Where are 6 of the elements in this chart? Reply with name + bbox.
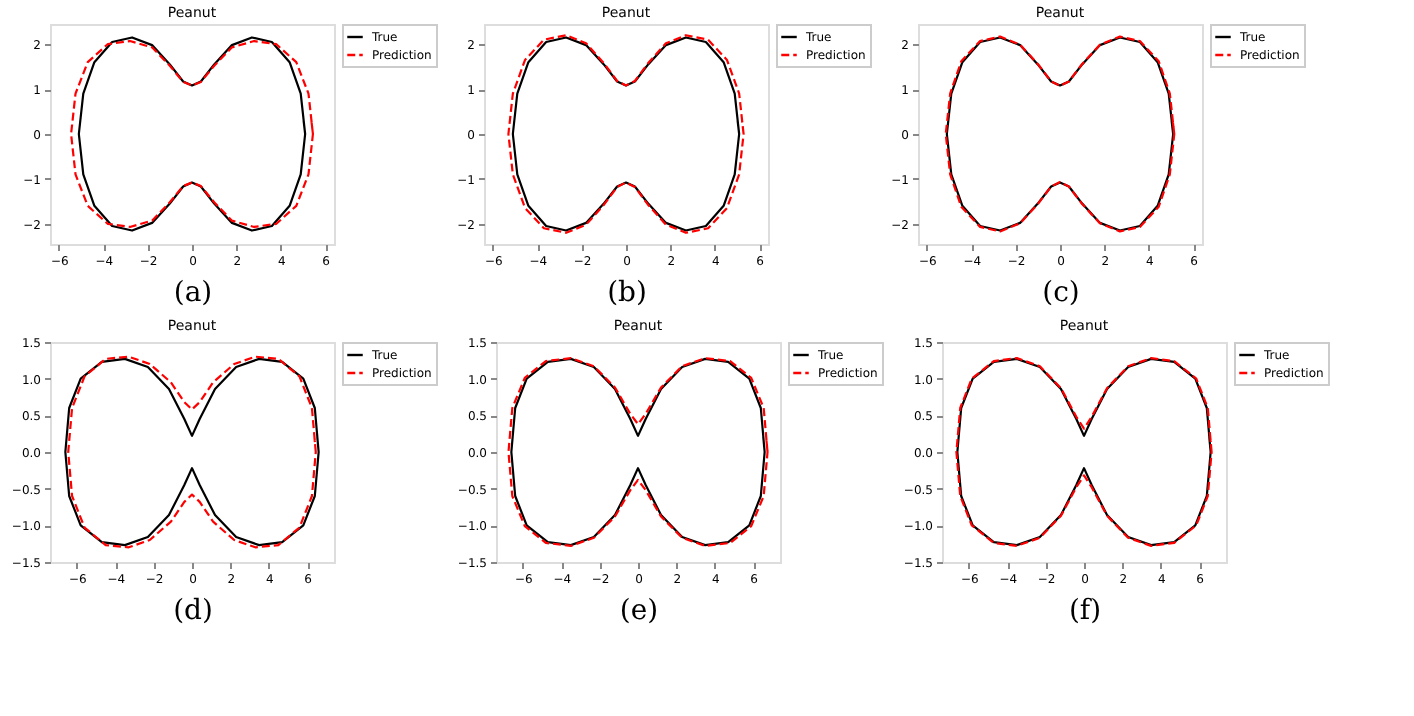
text: (d) (173, 595, 213, 627)
text: (c) (1042, 277, 1080, 309)
text: (e) (619, 595, 659, 627)
text: (b) (607, 277, 647, 309)
text: (f) (1068, 595, 1102, 627)
text: (a) (173, 277, 213, 309)
